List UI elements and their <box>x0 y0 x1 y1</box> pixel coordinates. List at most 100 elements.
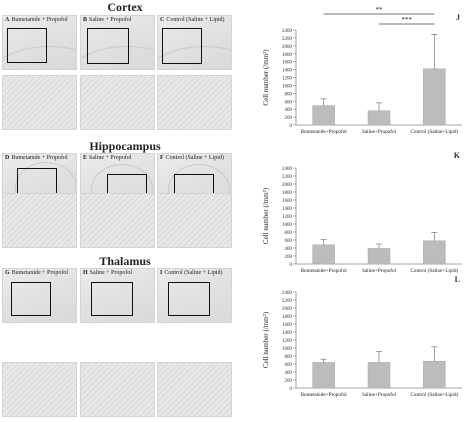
y-tick-label: 1000 <box>282 84 293 89</box>
significance-label: ** <box>376 6 384 14</box>
y-tick-label: 600 <box>285 100 293 105</box>
y-tick-label: 0 <box>290 124 293 129</box>
y-tick-label: 2000 <box>282 307 293 312</box>
y-tick-label: 200 <box>285 379 293 384</box>
y-tick-label: 1400 <box>282 69 293 74</box>
y-tick-label: 800 <box>285 355 293 360</box>
bar <box>367 248 391 265</box>
y-axis-label: Cell number (/mm²) <box>262 187 270 244</box>
panel-e-text: Saline + Propofol <box>89 155 132 161</box>
x-tick-label: Saline+Propofol <box>362 267 397 274</box>
panel-g-text: Bumetanide + Propofol <box>11 270 69 276</box>
y-tick-label: 1200 <box>282 339 293 344</box>
thalamus-title: Thalamus <box>99 254 151 268</box>
panel-g-bumetanide-thalamus: G Bumetanide + Propofol <box>2 268 77 323</box>
panel-e-letter: E <box>83 155 88 161</box>
panel-d-label: D Bumetanide + Propofol <box>5 155 68 161</box>
panel-h-text: Saline + Propofol <box>89 270 133 276</box>
panel-f-text: Control (Saline + Lipid) <box>165 155 224 161</box>
region-box <box>168 282 210 316</box>
y-tick-label: 200 <box>285 255 293 260</box>
region-box <box>11 282 51 316</box>
y-tick-label: 1800 <box>282 315 293 320</box>
tissue-contour <box>3 46 76 69</box>
y-axis-label: Cell number (/mm²) <box>262 311 270 368</box>
panel-a-letter: A <box>5 17 10 23</box>
region-box <box>91 282 133 316</box>
panel-f-zoom <box>157 193 232 248</box>
bar <box>367 110 391 126</box>
y-tick-label: 1200 <box>282 215 293 220</box>
panel-b-label: B Saline + Propofol <box>83 17 131 23</box>
y-tick-label: 1400 <box>282 331 293 336</box>
y-tick-label: 2400 <box>282 167 293 172</box>
bar <box>312 244 335 265</box>
y-tick-label: 400 <box>285 247 293 252</box>
panel-a-label: A Bumetanide + Propofol <box>5 17 68 23</box>
y-tick-label: 200 <box>285 116 293 121</box>
panel-f-label: F Control (Saline + Lipid) <box>160 155 224 161</box>
y-tick-label: 800 <box>285 92 293 97</box>
panel-i-text: Control (Saline + Lipid) <box>164 270 223 276</box>
y-tick-label: 2400 <box>282 29 293 34</box>
y-tick-label: 1600 <box>282 323 293 328</box>
panel-g-zoom <box>2 362 77 417</box>
bar <box>312 105 335 126</box>
y-tick-label: 2200 <box>282 37 293 42</box>
panel-c-letter: C <box>160 17 165 23</box>
panel-h-letter: H <box>83 270 88 276</box>
panel-a-zoom <box>2 75 77 130</box>
x-tick-label: Bumetanide+Propofol <box>301 267 348 274</box>
x-tick-label: Saline+Propofol <box>362 391 397 398</box>
y-tick-label: 2200 <box>282 175 293 180</box>
panel-c-control-cortex: C Control (Saline + Lipid) <box>157 15 232 70</box>
region-box <box>162 28 202 64</box>
panel-e-label: E Saline + Propofol <box>83 155 131 161</box>
y-tick-label: 1000 <box>282 223 293 228</box>
panel-e-zoom <box>80 193 155 248</box>
tissue-contour <box>91 164 153 207</box>
y-tick-label: 1800 <box>282 191 293 196</box>
panel-i-zoom <box>157 362 232 417</box>
tissue-contour <box>81 46 154 69</box>
cortex-title: Cortex <box>107 0 143 14</box>
x-tick-label: Control (Saline+Lipid) <box>410 128 458 135</box>
panel-i-label: I Control (Saline + Lipid) <box>160 270 223 276</box>
panel-a-bumetanide-cortex: A Bumetanide + Propofol <box>2 15 77 70</box>
bar <box>312 362 335 389</box>
x-tick-label: Control (Saline+Lipid) <box>410 391 458 398</box>
y-tick-label: 0 <box>290 387 293 392</box>
y-tick-label: 2000 <box>282 183 293 188</box>
panel-d-text: Bumetanide + Propofol <box>11 155 68 161</box>
panel-b-letter: B <box>83 17 88 23</box>
hippocampus-title: Hippocampus <box>89 139 161 153</box>
panel-b-saline-cortex: B Saline + Propofol <box>80 15 155 70</box>
y-tick-label: 1600 <box>282 61 293 66</box>
y-tick-label: 0 <box>290 263 293 268</box>
tissue-contour <box>15 162 76 207</box>
y-tick-label: 1400 <box>282 207 293 212</box>
x-tick-label: Bumetanide+Propofol <box>301 391 348 398</box>
bar <box>423 68 446 126</box>
bar <box>367 362 391 389</box>
panel-g-letter: G <box>5 270 10 276</box>
bar <box>423 360 446 389</box>
panel-d-letter: D <box>5 155 10 161</box>
panel-c-zoom <box>157 75 232 130</box>
bar <box>423 240 446 265</box>
y-tick-label: 1800 <box>282 53 293 58</box>
y-tick-label: 400 <box>285 371 293 376</box>
y-tick-label: 1000 <box>282 347 293 352</box>
tissue-contour <box>168 164 230 207</box>
y-axis-label: Cell number (/mm²) <box>262 49 270 106</box>
panel-b-zoom <box>80 75 155 130</box>
chart-panel-letter: J <box>456 13 460 22</box>
panel-c-label: C Control (Saline + Lipid) <box>160 17 225 23</box>
panel-h-zoom <box>80 362 155 417</box>
panel-h-label: H Saline + Propofol <box>83 270 132 276</box>
y-tick-label: 1200 <box>282 77 293 82</box>
panel-i-control-thalamus: I Control (Saline + Lipid) <box>157 268 232 323</box>
x-tick-label: Saline+Propofol <box>362 128 397 135</box>
panel-d-zoom <box>2 193 77 248</box>
